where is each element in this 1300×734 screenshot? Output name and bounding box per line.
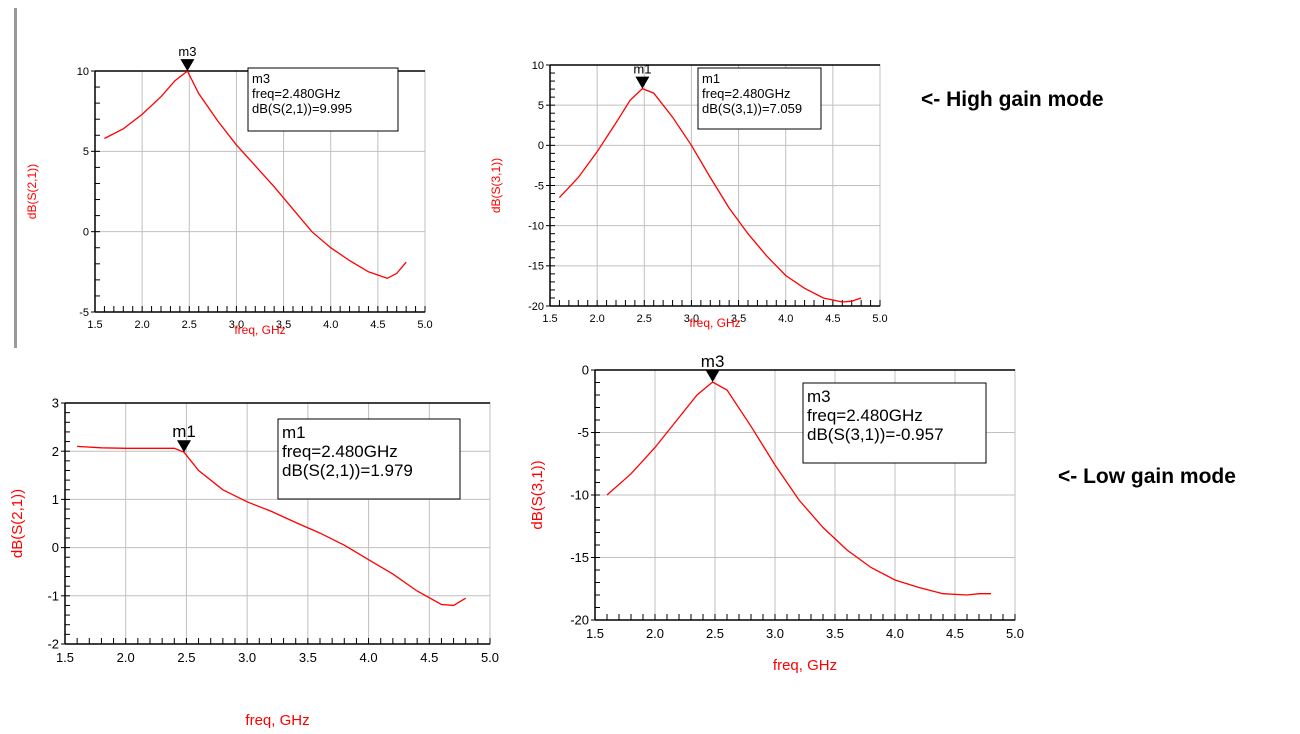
- y-tick-label: 0: [83, 227, 89, 239]
- x-axis-label: freq, GHz: [234, 323, 285, 337]
- y-tick-label: 1: [52, 492, 59, 507]
- x-tick-label: 1.5: [586, 626, 604, 641]
- marker-name: m3: [178, 44, 196, 59]
- y-axis-label: dB(S(3,1)): [529, 460, 546, 529]
- y-tick-label: -20: [570, 613, 589, 628]
- x-axis-label: freq, GHz: [689, 316, 740, 330]
- marker-readout-box: [247, 67, 399, 132]
- chart-high-gain-s31: 1.5 2.0 2.5 3.0 3.5 4.0 4.5 5.0 -20 -15 -10 -5 0 5 10 f…: [489, 60, 888, 330]
- marker-readout-line: m1: [702, 71, 720, 86]
- marker-readout-line: freq=2.480GHz: [252, 86, 341, 101]
- marker-readout-line: freq=2.480GHz: [702, 86, 791, 101]
- marker-triangle: [705, 369, 720, 382]
- y-tick-label: -15: [570, 550, 589, 565]
- marker-name: m3: [701, 352, 725, 371]
- x-tick-label: 2.5: [637, 313, 652, 325]
- left-divider-line: [14, 8, 17, 348]
- marker-name: m1: [633, 62, 651, 77]
- marker-triangle: [635, 76, 650, 89]
- y-tick-label: 0: [52, 540, 59, 555]
- x-tick-label: 1.5: [56, 650, 74, 665]
- y-tick-label: 0: [538, 140, 544, 152]
- marker-readout-line: dB(S(2,1))=1.979: [282, 461, 413, 480]
- y-tick-label: -20: [528, 301, 544, 313]
- y-tick-label: 3: [52, 396, 59, 411]
- x-tick-label: 3.0: [684, 313, 699, 325]
- y-tick-label: 5: [538, 100, 544, 112]
- marker-readout-line: m1: [282, 423, 306, 442]
- y-tick-label: -10: [570, 488, 589, 503]
- marker-triangle: [180, 59, 195, 72]
- marker-readout-box: [277, 418, 461, 500]
- y-tick-label: 0: [582, 363, 589, 378]
- x-tick-label: 1.5: [542, 313, 557, 325]
- series-line: [606, 381, 991, 596]
- x-axis-label: freq, GHz: [773, 657, 837, 674]
- series-line: [104, 70, 407, 280]
- marker-readout-line: freq=2.480GHz: [807, 406, 923, 425]
- x-tick-label: 2.0: [117, 650, 135, 665]
- x-tick-label: 2.5: [706, 626, 724, 641]
- x-tick-label: 4.0: [778, 313, 793, 325]
- marker-name: m1: [172, 422, 196, 441]
- y-tick-label: 5: [83, 146, 89, 158]
- x-tick-label: 5.0: [872, 313, 887, 325]
- x-tick-label: 3.5: [731, 313, 746, 325]
- x-tick-label: 4.5: [946, 626, 964, 641]
- x-tick-label: 3.0: [766, 626, 784, 641]
- y-axis-label: dB(S(2,1)): [9, 489, 26, 558]
- marker-readout-line: freq=2.480GHz: [282, 442, 398, 461]
- marker-triangle: [177, 440, 191, 453]
- high-gain-mode-label: <- High gain mode: [921, 88, 1104, 111]
- y-axis-label: dB(S(3,1)): [489, 158, 503, 213]
- y-tick-label: 2: [52, 444, 59, 459]
- chart-low-gain-s21: 1.5 2.0 2.5 3.0 3.5 4.0 4.5 5.0 -2 -1 0 1 2 3 freq, GH…: [9, 396, 499, 729]
- y-tick-label: -5: [534, 180, 544, 192]
- x-tick-label: 4.5: [420, 650, 438, 665]
- series-line: [558, 87, 862, 303]
- y-tick-label: 10: [532, 60, 544, 72]
- marker-readout-box: [802, 382, 987, 464]
- marker-readout-line: dB(S(2,1))=9.995: [252, 101, 352, 116]
- x-tick-label: 2.0: [646, 626, 664, 641]
- y-tick-label: -15: [528, 261, 544, 273]
- low-gain-mode-label: <- Low gain mode: [1058, 465, 1236, 488]
- marker-readout-line: m3: [807, 387, 831, 406]
- x-tick-label: 3.0: [238, 650, 256, 665]
- x-axis-label: freq, GHz: [245, 712, 309, 729]
- y-tick-label: -5: [577, 425, 589, 440]
- marker-readout-line: dB(S(3,1))=-0.957: [807, 425, 944, 444]
- series-line: [77, 445, 467, 607]
- x-tick-label: 3.5: [299, 650, 317, 665]
- y-tick-label: -1: [47, 588, 59, 603]
- x-tick-label: 1.5: [87, 319, 102, 331]
- marker-readout-line: m3: [252, 71, 270, 86]
- x-tick-label: 4.5: [825, 313, 840, 325]
- chart-low-gain-s31: 1.5 2.0 2.5 3.0 3.5 4.0 4.5 5.0 -20 -15 -10 -5 0 freq…: [529, 352, 1024, 674]
- x-tick-label: 2.0: [134, 319, 149, 331]
- x-tick-label: 4.0: [886, 626, 904, 641]
- x-tick-label: 4.0: [360, 650, 378, 665]
- marker-readout-line: dB(S(3,1))=7.059: [702, 101, 802, 116]
- y-tick-label: -10: [528, 221, 544, 233]
- x-tick-label: 3.5: [826, 626, 844, 641]
- x-tick-label: 4.5: [370, 319, 385, 331]
- x-tick-label: 3.5: [276, 319, 291, 331]
- chart-high-gain-s21: 1.5 2.0 2.5 3.0 3.5 4.0 4.5 5.0 -5 0 5 10 freq, GHz d…: [25, 44, 433, 337]
- y-tick-label: -2: [47, 637, 59, 652]
- x-tick-label: 4.0: [323, 319, 338, 331]
- x-tick-label: 2.0: [589, 313, 604, 325]
- marker-readout-box: [697, 67, 822, 130]
- y-tick-label: 10: [77, 66, 89, 78]
- x-tick-label: 2.5: [177, 650, 195, 665]
- x-tick-label: 5.0: [481, 650, 499, 665]
- y-axis-label: dB(S(2,1)): [25, 164, 39, 219]
- x-tick-label: 2.5: [182, 319, 197, 331]
- y-tick-label: -5: [79, 307, 89, 319]
- x-tick-label: 5.0: [1006, 626, 1024, 641]
- x-tick-label: 5.0: [417, 319, 432, 331]
- x-tick-label: 3.0: [229, 319, 244, 331]
